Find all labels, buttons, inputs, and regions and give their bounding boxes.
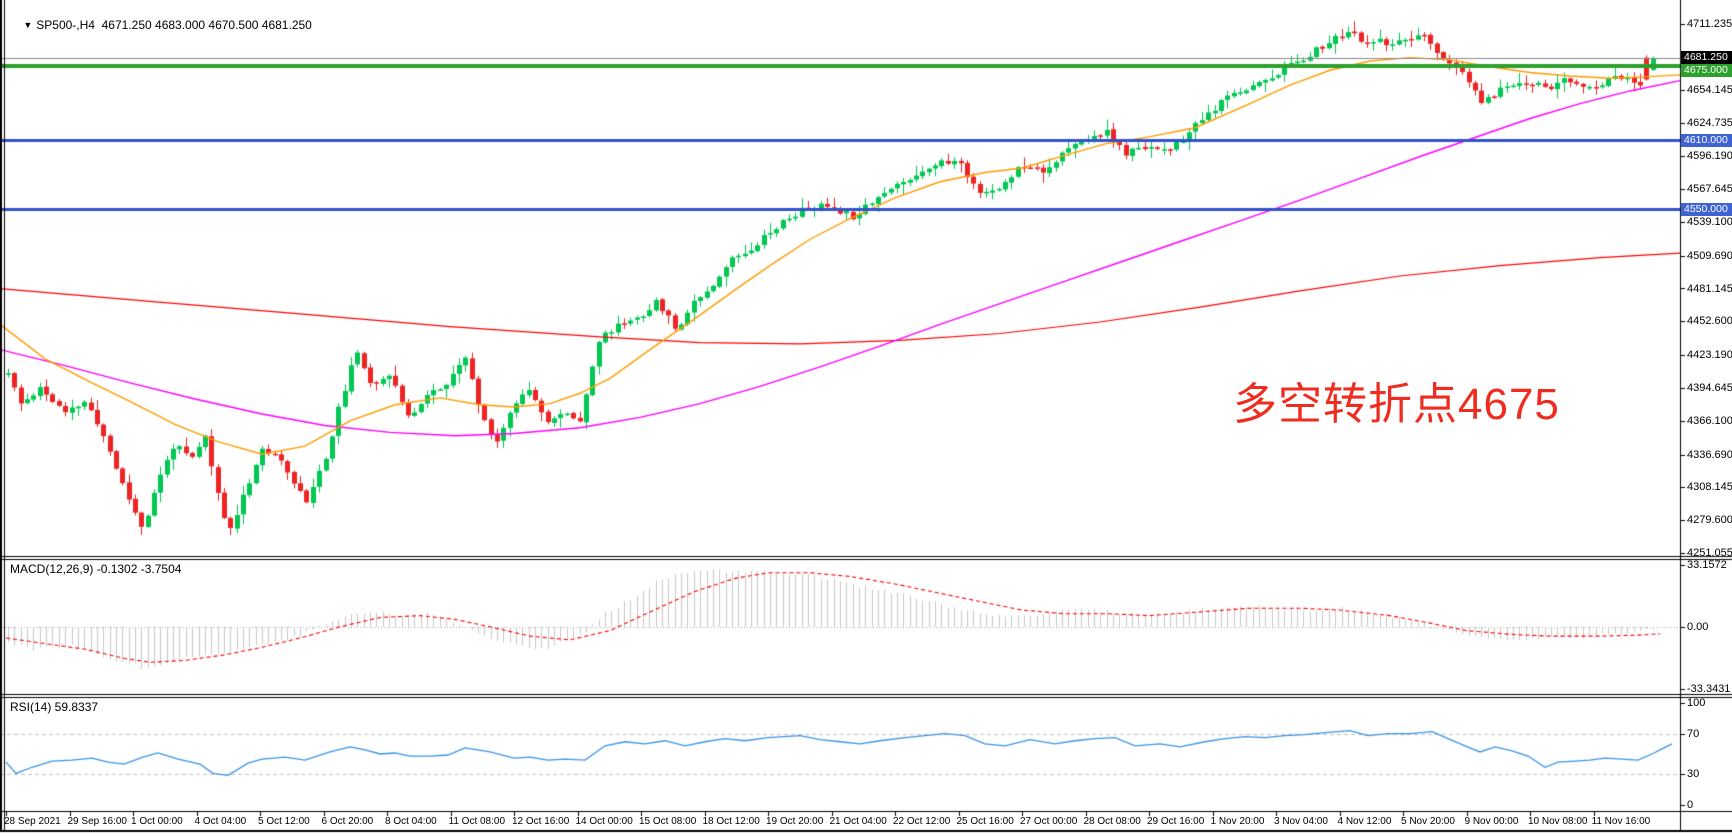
- time-tick-label: 4 Nov 12:00: [1337, 816, 1392, 827]
- chart-text-annotation[interactable]: 多空转折点4675: [1233, 380, 1560, 429]
- price-badge-4681-250: 4681.250: [1681, 51, 1732, 64]
- price-tick-label: 4711.235: [1687, 18, 1732, 30]
- price-tick-label: 4539.100: [1687, 215, 1732, 228]
- rsi-tick-label: 30: [1687, 768, 1700, 781]
- macd-indicator-label: MACD(12,26,9) -0.1302 -3.7504: [10, 562, 182, 576]
- price-badge-4610-000: 4610.000: [1681, 134, 1732, 147]
- symbol-ohlc-text: SP500-,H4 4671.250 4683.000 4670.500 468…: [36, 18, 312, 32]
- time-tick-label: 10 Nov 08:00: [1528, 816, 1588, 827]
- time-tick-label: 21 Oct 04:00: [829, 816, 887, 827]
- time-tick-label: 27 Oct 00:00: [1020, 816, 1078, 827]
- time-tick-label: 14 Oct 00:00: [575, 816, 633, 827]
- macd-tick-label: -33.3431: [1687, 683, 1731, 695]
- price-tick-label: 4509.690: [1687, 249, 1732, 262]
- price-tick-label: 4366.100: [1687, 414, 1732, 427]
- price-tick-label: 4308.145: [1687, 481, 1732, 494]
- time-tick-label: 5 Oct 12:00: [258, 816, 310, 827]
- rsi-tick-label: 100: [1687, 697, 1706, 709]
- price-badge-4675-000: 4675.000: [1681, 64, 1732, 77]
- time-tick-label: 5 Nov 20:00: [1401, 816, 1455, 827]
- time-tick-label: 22 Oct 12:00: [893, 816, 951, 827]
- time-tick-label: 8 Oct 04:00: [385, 816, 437, 827]
- time-tick-label: 11 Oct 08:00: [448, 816, 506, 827]
- time-tick-label: 15 Oct 08:00: [639, 816, 697, 827]
- price-tick-label: 4624.735: [1687, 117, 1732, 130]
- time-tick-label: 3 Nov 04:00: [1274, 816, 1328, 827]
- rsi-tick-label: 0: [1687, 799, 1694, 811]
- time-tick-label: 28 Sep 2021: [4, 816, 61, 827]
- chart-header: ▼ SP500-,H4 4671.250 4683.000 4670.500 46…: [10, 4, 312, 46]
- rsi-tick-label: 70: [1687, 727, 1700, 740]
- price-tick-label: 4452.600: [1687, 315, 1732, 328]
- macd-tick-label: 0.00: [1687, 620, 1709, 633]
- price-tick-label: 4596.190: [1687, 150, 1732, 163]
- symbol-dropdown-icon[interactable]: ▼: [23, 20, 33, 30]
- price-tick-label: 4251.055: [1687, 547, 1732, 559]
- time-tick-label: 29 Oct 16:00: [1147, 816, 1205, 827]
- price-tick-label: 4481.145: [1687, 282, 1732, 295]
- time-tick-label: 28 Oct 08:00: [1083, 816, 1141, 827]
- time-tick-label: 1 Nov 20:00: [1210, 816, 1265, 827]
- time-tick-label: 11 Nov 16:00: [1591, 816, 1651, 827]
- price-tick-label: 4394.645: [1687, 381, 1732, 394]
- time-tick-label: 18 Oct 12:00: [702, 816, 760, 827]
- price-tick-label: 4654.145: [1687, 83, 1732, 96]
- time-tick-label: 9 Nov 00:00: [1464, 816, 1519, 827]
- price-tick-label: 4336.690: [1687, 448, 1732, 461]
- time-tick-label: 12 Oct 16:00: [512, 816, 570, 827]
- price-tick-label: 4279.600: [1687, 514, 1732, 527]
- time-tick-label: 29 Sep 16:00: [67, 816, 128, 827]
- time-tick-label: 4 Oct 04:00: [194, 816, 247, 827]
- time-tick-label: 19 Oct 20:00: [766, 816, 824, 827]
- price-tick-label: 4423.190: [1687, 349, 1732, 362]
- time-tick-label: 6 Oct 20:00: [321, 816, 374, 827]
- price-badge-4550-000: 4550.000: [1681, 203, 1732, 216]
- rsi-indicator-label: RSI(14) 59.8337: [10, 700, 99, 714]
- macd-tick-label: 33.1572: [1687, 559, 1727, 571]
- time-tick-label: 1 Oct 00:00: [131, 816, 183, 827]
- price-tick-label: 4567.645: [1687, 183, 1732, 196]
- time-tick-label: 25 Oct 16:00: [956, 816, 1014, 827]
